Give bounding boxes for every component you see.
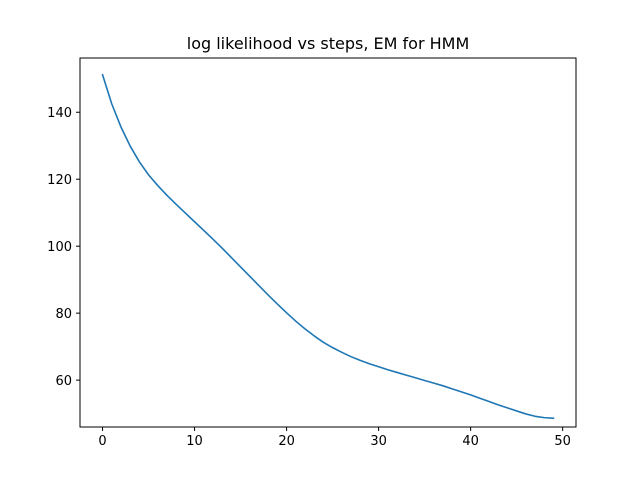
y-tick-label: 100 [47, 240, 72, 255]
series-line [101, 73, 555, 420]
x-tick-label: 10 [186, 434, 203, 449]
x-tick-label: 40 [462, 434, 479, 449]
plot-layer: 0 10 20 30 40 50 60 80 100 120 140 [47, 73, 571, 449]
x-tick-label: 0 [98, 434, 106, 449]
y-tick-label: 80 [55, 307, 72, 322]
y-tick-label: 120 [47, 173, 72, 188]
plot-frame [79, 57, 577, 428]
y-tick-label: 60 [55, 374, 72, 389]
y-tick-label: 140 [47, 106, 72, 121]
chart-title: log likelihood vs steps, EM for HMM [187, 34, 470, 53]
x-tick-label: 50 [554, 434, 571, 449]
x-tick-label: 30 [370, 434, 387, 449]
x-tick-label: 20 [278, 434, 295, 449]
